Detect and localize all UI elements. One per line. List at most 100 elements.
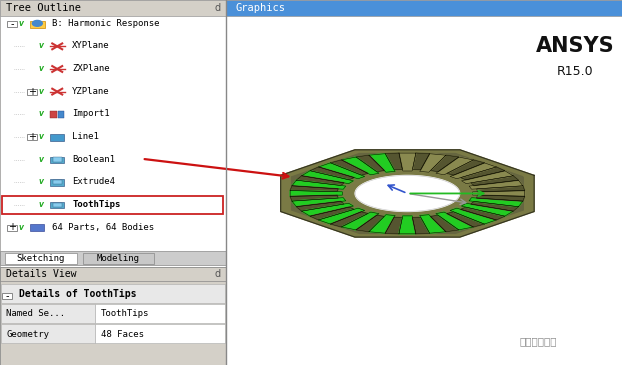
Polygon shape xyxy=(341,212,379,230)
Text: -: - xyxy=(11,19,14,29)
Text: +: + xyxy=(29,132,36,142)
Bar xyxy=(0,251,226,265)
Bar xyxy=(5,253,77,264)
Polygon shape xyxy=(430,215,458,232)
Text: v: v xyxy=(39,64,44,73)
Bar xyxy=(95,304,225,323)
Polygon shape xyxy=(356,155,384,172)
Polygon shape xyxy=(385,153,402,170)
Polygon shape xyxy=(399,216,416,234)
Bar xyxy=(53,180,62,184)
Polygon shape xyxy=(356,215,384,232)
Bar xyxy=(53,157,62,162)
Polygon shape xyxy=(469,198,523,207)
Bar xyxy=(50,111,57,118)
Bar xyxy=(50,179,64,186)
Text: XYPlane: XYPlane xyxy=(72,42,109,50)
Polygon shape xyxy=(302,171,353,184)
Polygon shape xyxy=(330,212,368,227)
Text: Boolean1: Boolean1 xyxy=(72,155,115,164)
Bar xyxy=(50,134,64,141)
Polygon shape xyxy=(302,203,353,216)
Polygon shape xyxy=(369,154,395,172)
Polygon shape xyxy=(476,195,525,201)
Bar xyxy=(0,267,226,281)
Text: B: Harmonic Response: B: Harmonic Response xyxy=(52,19,160,28)
Polygon shape xyxy=(430,155,458,172)
Polygon shape xyxy=(330,160,368,175)
Text: v: v xyxy=(19,223,24,231)
Polygon shape xyxy=(471,176,519,185)
Bar xyxy=(0,267,226,365)
Bar xyxy=(30,224,44,231)
Polygon shape xyxy=(462,203,513,216)
Polygon shape xyxy=(337,169,478,218)
Text: v: v xyxy=(19,19,24,28)
Text: Named Se...: Named Se... xyxy=(6,310,65,319)
Polygon shape xyxy=(296,201,344,211)
Bar xyxy=(226,0,622,16)
Text: 西莫电机论坛: 西莫电机论坛 xyxy=(519,336,557,346)
Bar xyxy=(0,0,226,16)
Polygon shape xyxy=(447,212,485,227)
Text: +: + xyxy=(29,87,36,97)
Polygon shape xyxy=(436,157,473,175)
Polygon shape xyxy=(369,215,395,233)
Text: Import1: Import1 xyxy=(72,110,109,118)
Circle shape xyxy=(32,20,42,26)
Polygon shape xyxy=(290,186,338,192)
Text: Graphics: Graphics xyxy=(235,3,285,14)
Polygon shape xyxy=(447,160,485,175)
Bar xyxy=(226,0,622,365)
Bar xyxy=(50,202,64,208)
Text: v: v xyxy=(39,87,44,96)
Polygon shape xyxy=(290,195,338,201)
Bar xyxy=(7,21,17,27)
Text: -: - xyxy=(6,291,9,301)
Polygon shape xyxy=(310,207,354,220)
Text: v: v xyxy=(39,200,44,209)
Bar xyxy=(27,134,37,140)
Polygon shape xyxy=(476,186,525,192)
Polygon shape xyxy=(412,217,430,234)
Text: v: v xyxy=(39,155,44,164)
Text: 64 Parts, 64 Bodies: 64 Parts, 64 Bodies xyxy=(52,223,154,231)
Polygon shape xyxy=(412,153,430,170)
Text: ZXPlane: ZXPlane xyxy=(72,64,109,73)
Bar xyxy=(50,157,64,163)
Text: Line1: Line1 xyxy=(72,132,99,141)
Bar xyxy=(30,21,45,28)
Text: Modeling: Modeling xyxy=(96,254,140,263)
Bar xyxy=(1,304,95,323)
Polygon shape xyxy=(420,154,446,172)
Polygon shape xyxy=(292,154,523,233)
Text: Sketching: Sketching xyxy=(16,254,65,263)
Bar xyxy=(1,324,95,343)
Text: R15.0: R15.0 xyxy=(557,65,593,78)
Text: Extrude4: Extrude4 xyxy=(72,177,115,186)
Text: +: + xyxy=(9,222,16,233)
Polygon shape xyxy=(385,217,402,234)
Text: ToothTips: ToothTips xyxy=(72,200,121,209)
Text: YZPlane: YZPlane xyxy=(72,87,109,96)
Bar xyxy=(2,196,223,214)
Text: Tree Outline: Tree Outline xyxy=(6,3,81,14)
Polygon shape xyxy=(473,191,525,196)
Polygon shape xyxy=(450,163,496,179)
Polygon shape xyxy=(436,212,473,230)
Text: d: d xyxy=(215,269,221,279)
Polygon shape xyxy=(420,215,446,233)
Polygon shape xyxy=(292,180,346,189)
Polygon shape xyxy=(310,167,354,180)
Polygon shape xyxy=(318,163,364,179)
Bar xyxy=(1,284,225,303)
Polygon shape xyxy=(450,208,496,224)
Polygon shape xyxy=(281,150,534,237)
Text: Geometry: Geometry xyxy=(6,330,49,339)
Text: v: v xyxy=(39,42,44,50)
Bar xyxy=(53,203,62,207)
Polygon shape xyxy=(399,153,416,171)
Polygon shape xyxy=(341,157,379,175)
Bar xyxy=(95,324,225,343)
Polygon shape xyxy=(469,180,523,189)
